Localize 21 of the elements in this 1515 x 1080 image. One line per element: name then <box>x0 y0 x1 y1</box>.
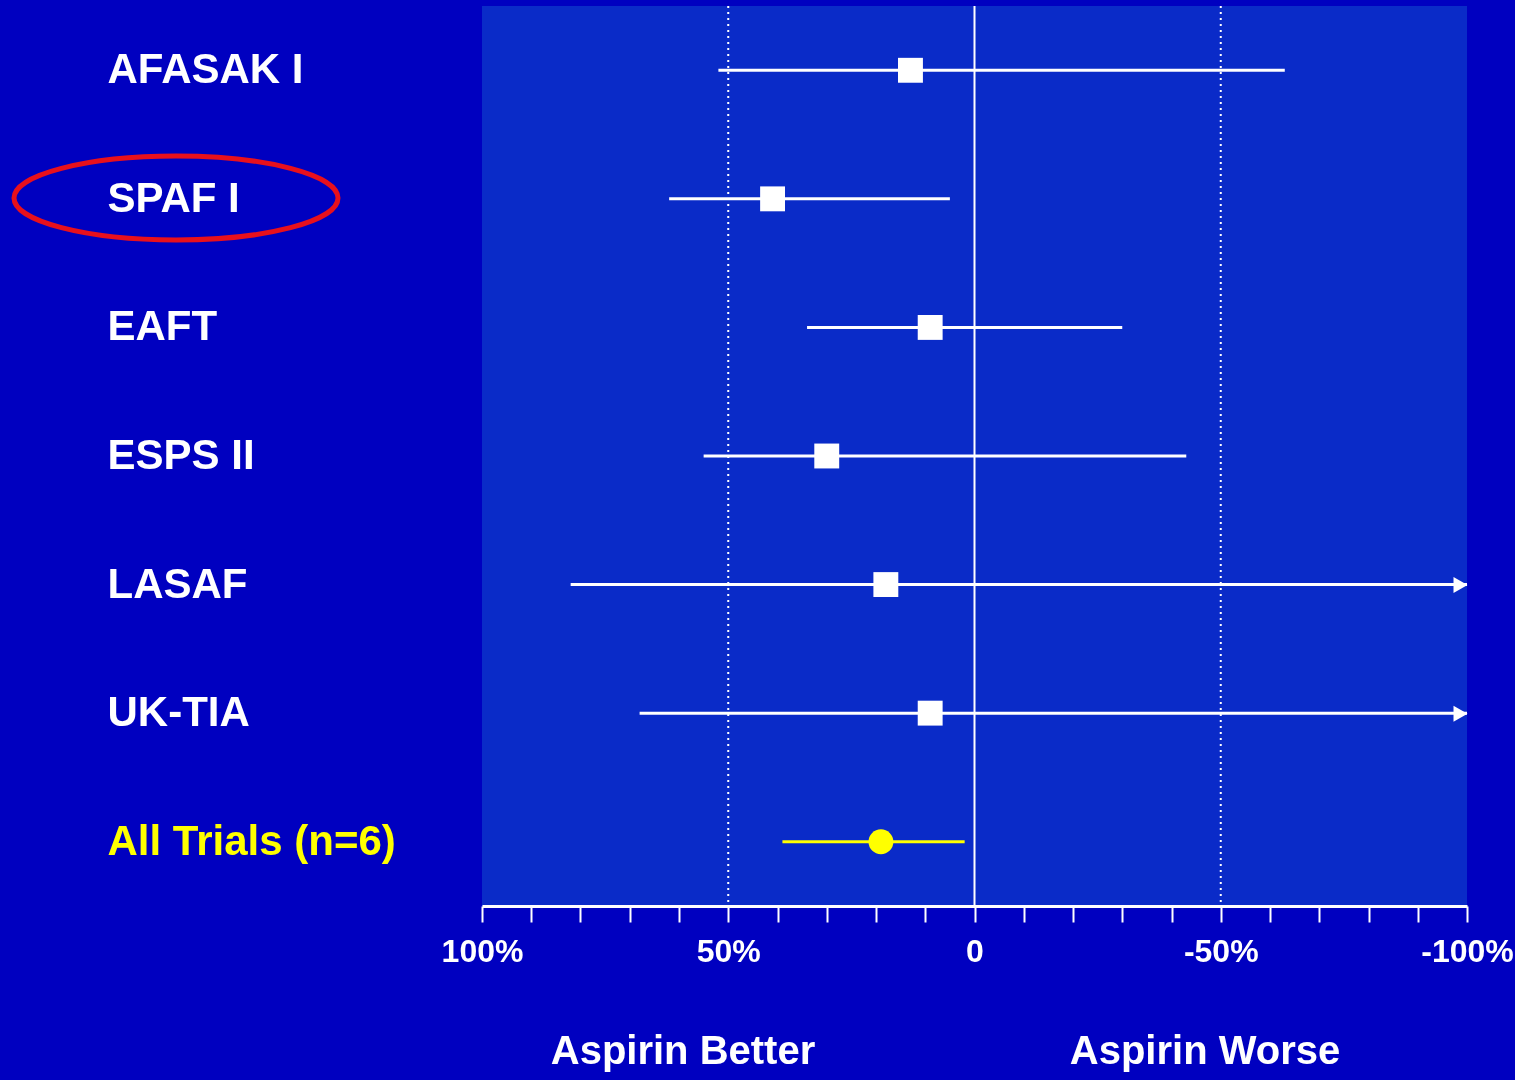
y-tick-label: ESPS II <box>107 431 255 478</box>
point <box>868 829 894 855</box>
point <box>760 186 786 212</box>
x-tick-label: -100% <box>1421 932 1514 969</box>
point <box>873 572 899 598</box>
point <box>917 700 943 726</box>
x-tick-label: 100% <box>441 932 524 969</box>
text: Aspirin Worse <box>1069 1028 1341 1073</box>
point <box>917 314 943 340</box>
text: Aspirin Better <box>550 1028 816 1073</box>
y-tick-label: EAFT <box>107 302 218 350</box>
x-tick-label: -50% <box>1183 932 1259 969</box>
y-tick-label: AFASAK I <box>107 45 304 93</box>
x-tick-label: 0 <box>966 932 984 969</box>
y-tick-label: SPAF I <box>107 173 240 221</box>
y-tick-label: LASAF <box>107 559 248 607</box>
x-tick-label: 50% <box>696 932 761 969</box>
y-tick-label: UK-TIA <box>107 688 250 736</box>
point <box>898 57 923 83</box>
point <box>814 443 840 469</box>
y-tick-label: All Trials (n=6) <box>107 816 396 864</box>
